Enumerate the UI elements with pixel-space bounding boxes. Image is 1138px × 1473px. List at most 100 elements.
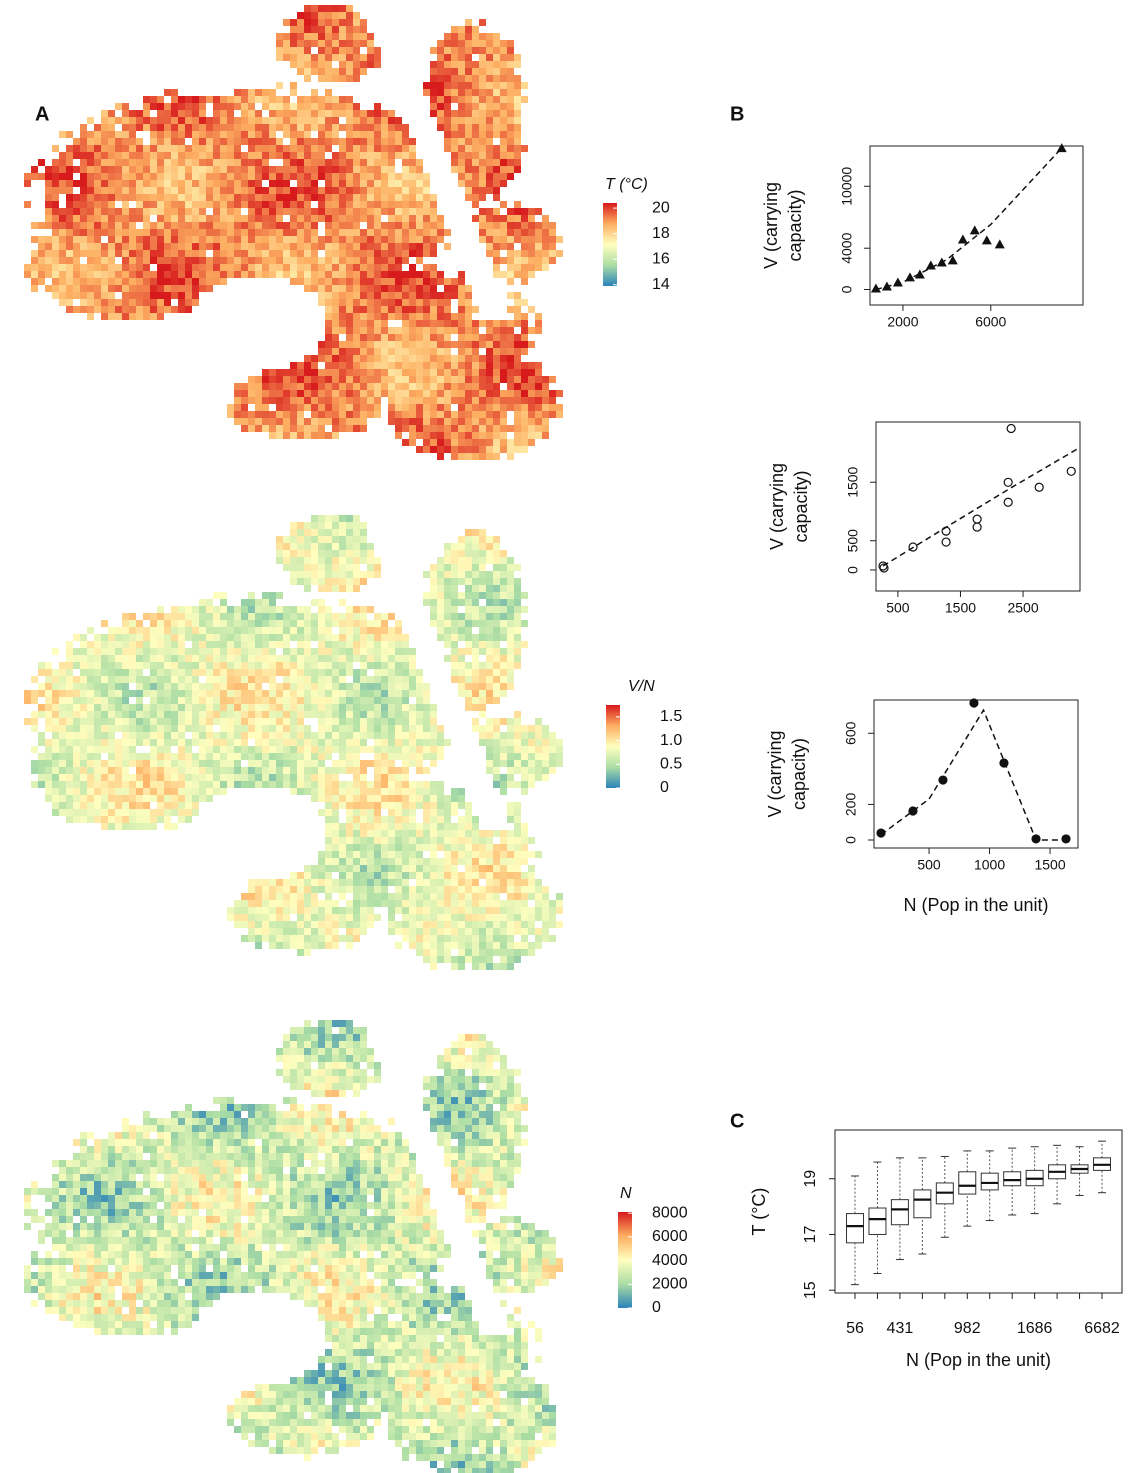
map-cell <box>346 19 353 26</box>
map-cell <box>479 54 486 61</box>
map-cell <box>94 166 101 173</box>
map-cell <box>360 40 367 47</box>
map-cell <box>423 739 430 746</box>
map-cell <box>213 683 220 690</box>
map-cell <box>486 82 493 89</box>
map-cell <box>416 250 423 257</box>
map-cell <box>80 131 87 138</box>
map-cell <box>549 760 556 767</box>
map-cell <box>206 627 213 634</box>
map-cell <box>332 12 339 19</box>
map-cell <box>451 550 458 557</box>
map-cell <box>178 173 185 180</box>
map-cell <box>353 117 360 124</box>
map-cell <box>402 327 409 334</box>
map-cell <box>115 229 122 236</box>
map-cell <box>262 732 269 739</box>
map-cell <box>136 718 143 725</box>
map-cell <box>241 271 248 278</box>
map-cell <box>388 229 395 236</box>
map-cell <box>339 858 346 865</box>
map-cell <box>80 194 87 201</box>
map-cell <box>136 117 143 124</box>
map-cell <box>171 250 178 257</box>
map-cell <box>283 690 290 697</box>
map-cell <box>241 96 248 103</box>
map-cell <box>388 418 395 425</box>
map-cell <box>346 418 353 425</box>
map-cell <box>346 180 353 187</box>
map-cell <box>360 138 367 145</box>
map-cell <box>283 397 290 404</box>
map-cell <box>353 278 360 285</box>
map-cell <box>220 124 227 131</box>
map-cell <box>38 243 45 250</box>
map-cell <box>479 194 486 201</box>
map-cell <box>80 655 87 662</box>
map-cell <box>472 564 479 571</box>
map-cell <box>416 837 423 844</box>
map-cell <box>59 795 66 802</box>
map-cell <box>262 152 269 159</box>
map-cell <box>171 103 178 110</box>
map-cell <box>199 669 206 676</box>
map-cell <box>367 250 374 257</box>
map-cell <box>150 173 157 180</box>
map-cell <box>346 152 353 159</box>
map-cell <box>171 173 178 180</box>
map-cell <box>59 236 66 243</box>
map-cell <box>115 187 122 194</box>
map-cell <box>339 564 346 571</box>
map-cell <box>353 376 360 383</box>
map-cell <box>423 82 430 89</box>
map-cell <box>493 432 500 439</box>
map-cell <box>353 236 360 243</box>
map-cell <box>339 285 346 292</box>
map-cell <box>388 760 395 767</box>
map-cell <box>465 40 472 47</box>
map-cell <box>290 243 297 250</box>
map-cell <box>514 236 521 243</box>
map-cell <box>353 159 360 166</box>
map-cell <box>332 390 339 397</box>
map-cell <box>346 725 353 732</box>
map-cell <box>206 781 213 788</box>
map-cell <box>143 781 150 788</box>
map-cell <box>451 292 458 299</box>
map-cell <box>45 222 52 229</box>
map-cell <box>465 858 472 865</box>
map-cell <box>381 802 388 809</box>
map-cell <box>458 124 465 131</box>
map-cell <box>346 404 353 411</box>
map-cell <box>507 767 514 774</box>
map-cell <box>206 152 213 159</box>
map-cell <box>52 285 59 292</box>
map-cell <box>353 292 360 299</box>
map-cell <box>402 376 409 383</box>
map-cell <box>339 753 346 760</box>
map-cell <box>178 655 185 662</box>
map-cell <box>52 809 59 816</box>
map-cell <box>220 781 227 788</box>
map-cell <box>346 634 353 641</box>
map-cell <box>332 718 339 725</box>
map-cell <box>73 634 80 641</box>
map-cell <box>234 89 241 96</box>
map-cell <box>514 620 521 627</box>
map-cell <box>199 166 206 173</box>
map-cell <box>437 781 444 788</box>
map-cell <box>311 124 318 131</box>
map-cell <box>213 613 220 620</box>
map-cell <box>311 522 318 529</box>
map-cell <box>458 816 465 823</box>
map-cell <box>339 68 346 75</box>
map-cell <box>521 781 528 788</box>
map-cell <box>206 222 213 229</box>
map-cell <box>304 19 311 26</box>
map-cell <box>227 166 234 173</box>
map-cell <box>80 124 87 131</box>
map-cell <box>234 103 241 110</box>
map-cell <box>94 739 101 746</box>
map-cell <box>325 187 332 194</box>
map-cell <box>423 320 430 327</box>
